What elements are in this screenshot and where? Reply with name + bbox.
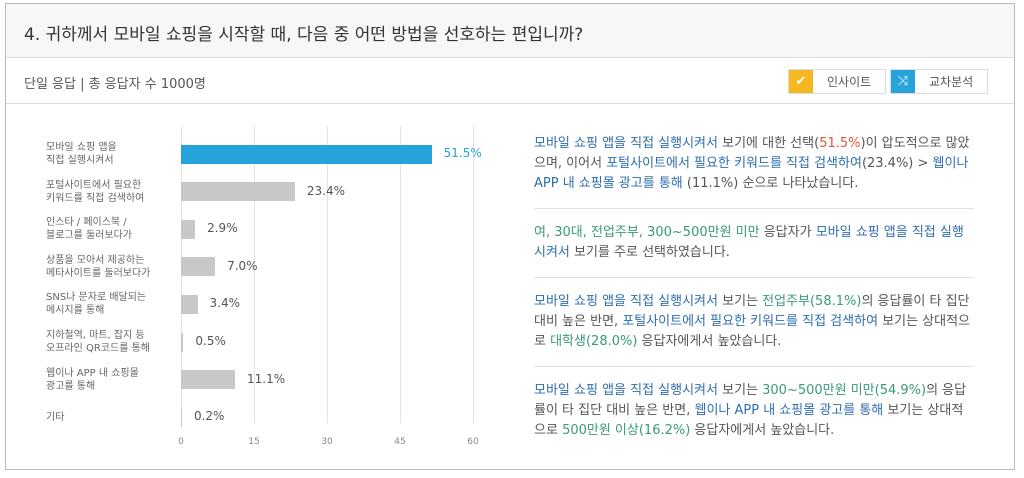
- insight-text-segment: 보기는: [717, 294, 763, 309]
- insight-text-segment: 포털사이트에서 필요한 키워드를 직접 검색하여: [622, 314, 879, 329]
- shuffle-icon: ⤨: [891, 70, 915, 93]
- bar: [181, 219, 196, 239]
- insight-text-segment: 응답자에게서 높았습니다.: [690, 423, 835, 438]
- value-label: 51.5%: [443, 146, 482, 160]
- insight-text-segment: 의 응답률이 타 집단 대비 높은 반면,: [534, 383, 967, 418]
- question-panel: 4. 귀하께서 모바일 쇼핑을 시작할 때, 다음 중 어떤 방법을 선호하는 …: [5, 3, 1015, 470]
- insight-text-segment: 전업주부(58.1%): [762, 294, 862, 309]
- insight-text-segment: 응답자에게서 높았습니다.: [637, 334, 782, 349]
- insight-text-segment: 500만원 이상(16.2%): [562, 423, 691, 438]
- gridline: [327, 126, 328, 423]
- category-label-line: 모바일 쇼핑 앱을: [46, 142, 117, 153]
- insight-text-segment: 보기는 상대적으로: [534, 403, 964, 438]
- insight-text-segment: 보기를 주로 선택하였습니다.: [569, 245, 730, 260]
- category-label: 포털사이트에서 필요한 키워드를 직접 검색하여: [46, 179, 176, 205]
- category-label-line: 키워드를 직접 검색하여: [46, 192, 145, 204]
- check-icon: ✔: [789, 70, 813, 93]
- category-label: 웹이나 APP 내 쇼핑몰 광고를 통해: [46, 367, 176, 393]
- insight-button[interactable]: ✔ 인사이트: [788, 69, 887, 94]
- insights-list: 모바일 쇼핑 앱을 직접 실행시켜서 보기에 대한 선택(51.5%)이 압도적…: [534, 134, 974, 469]
- category-label: 기타: [46, 411, 176, 424]
- category-label-line: 광고를 통해: [46, 380, 96, 392]
- value-label: 7.0%: [227, 258, 258, 273]
- bar: [181, 294, 198, 314]
- bar: [181, 407, 182, 427]
- value-label: 0.2%: [193, 409, 225, 424]
- value-label: 2.9%: [207, 221, 238, 236]
- category-label-line: 웹이나 APP 내 쇼핑몰: [46, 367, 139, 379]
- value-label: 0.5%: [195, 334, 226, 348]
- insight-text-segment: 보기는 상대적으로: [534, 314, 971, 349]
- x-tick-label: 45: [394, 437, 406, 447]
- gridline: [473, 126, 474, 423]
- value-label: 23.4%: [306, 183, 345, 198]
- category-label: 인스타 / 페이스북 / 블로그를 둘러보다가: [46, 216, 176, 242]
- x-tick-label: 30: [321, 437, 333, 447]
- x-tick-label: 60: [467, 437, 479, 447]
- insight-paragraph: 모바일 쇼핑 앱을 직접 실행시켜서 보기는 300~500만원 미만(54.9…: [534, 381, 974, 455]
- category-label-line: SNS나 문자로 배달되는: [46, 292, 147, 304]
- insight-text-segment: 보기는: [717, 383, 763, 398]
- insight-text-segment: 모바일 쇼핑 앱을 직접 실행시켜서: [534, 225, 964, 260]
- insight-text-segment: )이 압도적으로 많았으며, 이어서: [534, 136, 970, 171]
- bar: [181, 144, 432, 164]
- category-label: SNS나 문자로 배달되는 메시지를 통해: [46, 291, 176, 317]
- question-title: 4. 귀하께서 모바일 쇼핑을 시작할 때, 다음 중 어떤 방법을 선호하는 …: [24, 25, 584, 45]
- gridline: [400, 126, 401, 423]
- insight-text-segment: 모바일 쇼핑 앱을 직접 실행시켜서: [534, 136, 718, 151]
- insight-text-segment: (11.1%) 순으로 나타났습니다.: [682, 176, 859, 191]
- insight-text-segment: 모바일 쇼핑 앱을 직접 실행시켜서: [534, 383, 718, 398]
- summary-row: 단일 응답 | 총 응답자 수 1000명 ✔ 인사이트 ⤨ 교차분석: [6, 58, 1014, 104]
- category-label-line: 직접 실행시켜서: [46, 155, 114, 166]
- insight-paragraph: 모바일 쇼핑 앱을 직접 실행시켜서 보기에 대한 선택(51.5%)이 압도적…: [534, 134, 974, 209]
- category-label-line: 메타사이트를 둘러보다가: [46, 267, 151, 279]
- x-tick-label: 15: [248, 437, 260, 447]
- insight-text-segment: 300~500만원 미만(54.9%): [762, 383, 927, 398]
- bar: [181, 370, 236, 390]
- category-label-line: 지하철역, 마트, 잡지 등: [46, 330, 145, 341]
- bar: [181, 182, 295, 202]
- category-label-line: 오프라인 QR코드를 통해: [46, 343, 150, 354]
- insight-text-segment: 보기에 대한 선택(: [717, 136, 820, 151]
- insight-text-segment: 51.5%: [819, 136, 861, 151]
- category-label-line: 포털사이트에서 필요한: [46, 179, 142, 191]
- insight-text-segment: 의 응답률이 타 집단 대비 높은 반면,: [534, 294, 970, 329]
- insight-text-segment: (23.4%) >: [861, 156, 933, 171]
- category-label-line: 블로그를 둘러보다가: [46, 230, 132, 242]
- bar: [181, 332, 184, 352]
- insight-text-segment: 포털사이트에서 필요한 키워드를 직접 검색하여: [606, 156, 862, 171]
- insight-text-segment: 웹이나 APP 내 쇼핑몰 광고를 통해: [694, 403, 884, 418]
- question-header: 4. 귀하께서 모바일 쇼핑을 시작할 때, 다음 중 어떤 방법을 선호하는 …: [6, 4, 1014, 58]
- category-label-line: 인스타 / 페이스북 /: [46, 217, 127, 229]
- insight-text-segment: 대학생(28.0%): [550, 334, 638, 349]
- bar: [181, 257, 216, 277]
- gridline: [254, 126, 255, 423]
- insight-text-segment: 웹이나 APP 내 쇼핑몰 광고를 통해: [534, 156, 969, 191]
- response-summary: 단일 응답 | 총 응답자 수 1000명: [24, 77, 206, 92]
- cross-analysis-button[interactable]: ⤨ 교차분석: [890, 69, 989, 94]
- category-label-line: 메시지를 통해: [46, 305, 105, 317]
- insight-paragraph: 여, 30대, 전업주부, 300~500만원 미만 응답자가 모바일 쇼핑 앱…: [534, 223, 974, 278]
- insight-text-segment: 모바일 쇼핑 앱을 직접 실행시켜서: [534, 294, 718, 309]
- category-label-line: 상품을 모아서 제공하는: [46, 254, 145, 266]
- insight-text-segment: 응답자가: [759, 225, 816, 240]
- value-label: 3.4%: [209, 296, 241, 311]
- insight-text-segment: 여, 30대, 전업주부, 300~500만원 미만: [534, 225, 760, 240]
- insight-paragraph: 모바일 쇼핑 앱을 직접 실행시켜서 보기는 전업주부(58.1%)의 응답률이…: [534, 292, 974, 367]
- category-label: 상품을 모아서 제공하는 메타사이트를 둘러보다가: [46, 254, 176, 280]
- category-label-line: 기타: [46, 411, 65, 423]
- x-tick-label: 0: [178, 437, 184, 447]
- value-label: 11.1%: [247, 371, 286, 386]
